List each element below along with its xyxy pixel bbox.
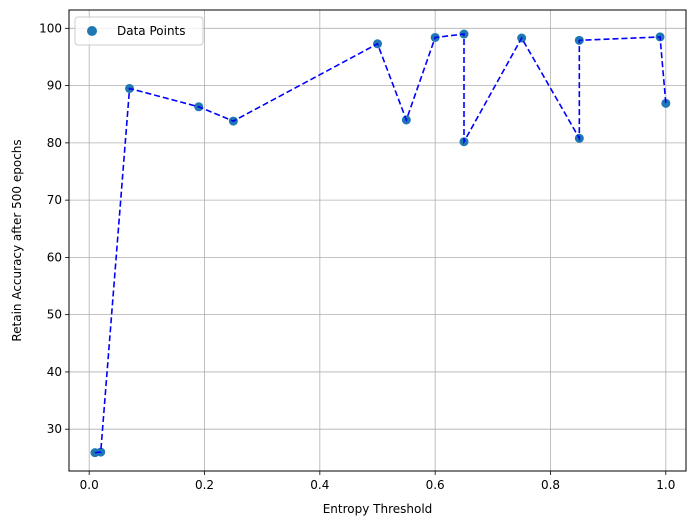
- x-tick-label: 1.0: [656, 478, 675, 492]
- series: [90, 29, 671, 458]
- x-axis-label: Entropy Threshold: [323, 502, 433, 516]
- legend: Data Points: [74, 16, 204, 46]
- x-tick-label: 0.0: [80, 478, 99, 492]
- ticks: 0.0 0.2 0.4 0.6 0.8 1.0 30 40 50 60 70 80 90 100: [39, 21, 675, 492]
- y-tick-label: 30: [47, 422, 62, 436]
- y-tick-label: 80: [47, 136, 62, 150]
- y-tick-label: 60: [47, 250, 62, 264]
- y-tick-label: 70: [47, 193, 62, 207]
- dashed-trend-line: [94, 33, 667, 454]
- x-tick-label: 0.6: [426, 478, 445, 492]
- y-tick-label: 40: [47, 365, 62, 379]
- x-tick-label: 0.4: [310, 478, 329, 492]
- x-tick-label: 0.2: [195, 478, 214, 492]
- legend-marker-data-points: [87, 26, 97, 36]
- y-tick-label: 50: [47, 308, 62, 322]
- plot-frame: [68, 9, 687, 472]
- y-axis-label: Retain Accuracy after 500 epochs: [10, 139, 24, 341]
- y-tick-label: 100: [39, 21, 62, 35]
- legend-label-data-points: Data Points: [117, 24, 186, 38]
- x-tick-label: 0.8: [541, 478, 560, 492]
- data-point: [661, 98, 671, 108]
- y-tick-label: 90: [47, 79, 62, 93]
- legend-box: [74, 16, 204, 46]
- grid: [69, 10, 686, 471]
- plot-area: [69, 10, 686, 471]
